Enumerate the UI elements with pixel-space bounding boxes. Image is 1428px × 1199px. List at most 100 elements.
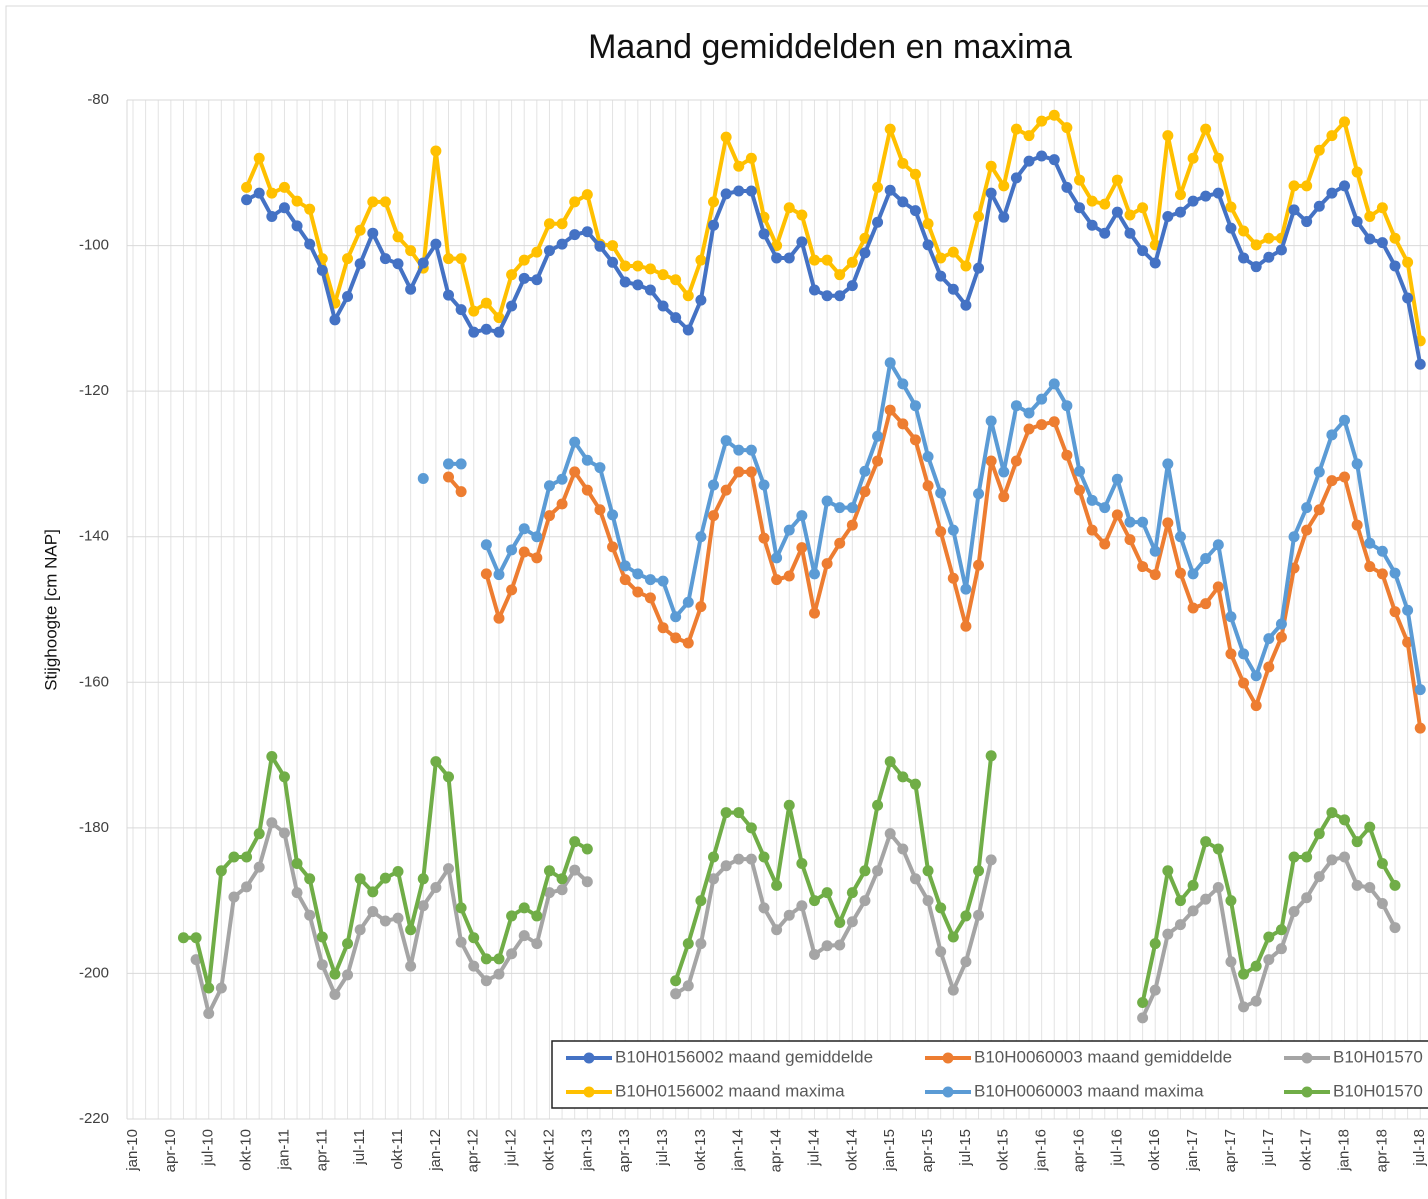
data-point (1124, 516, 1136, 528)
data-point (859, 486, 871, 498)
data-point (909, 873, 921, 885)
data-point (190, 932, 202, 944)
data-point (897, 378, 909, 390)
data-point (1099, 538, 1111, 550)
data-point (632, 279, 644, 291)
data-point (1225, 222, 1237, 234)
data-point (935, 270, 947, 282)
data-point (1137, 516, 1149, 528)
data-point (758, 228, 770, 240)
data-point (1023, 155, 1035, 167)
data-point (493, 312, 505, 324)
data-point (203, 982, 215, 994)
x-tick-label: apr-16 (1070, 1129, 1087, 1172)
data-point (594, 462, 606, 474)
y-tick-label: -120 (79, 382, 109, 399)
data-point (1149, 938, 1161, 950)
data-point (1048, 378, 1060, 390)
data-point (215, 982, 227, 994)
x-tick-label: jan-14 (730, 1129, 747, 1172)
data-point (316, 264, 328, 276)
data-point (405, 283, 417, 295)
data-point (1174, 567, 1186, 579)
data-point (367, 886, 379, 898)
data-point (1263, 232, 1275, 244)
data-point (808, 568, 820, 580)
data-point (783, 909, 795, 921)
x-tick-label: okt-11 (389, 1129, 406, 1170)
legend-label: B10H01570 (1333, 1081, 1423, 1100)
x-tick-label: jul-16 (1108, 1129, 1125, 1167)
data-point (506, 584, 518, 596)
data-point (720, 188, 732, 200)
data-point (241, 851, 253, 863)
data-point (745, 185, 757, 197)
series-line (245, 154, 1423, 365)
data-point (1086, 494, 1098, 506)
data-point (1238, 677, 1250, 689)
legend-swatch-marker (1301, 1052, 1313, 1064)
data-point (796, 510, 808, 522)
data-point (935, 946, 947, 958)
y-tick-label: -100 (79, 237, 109, 254)
data-point (1086, 524, 1098, 536)
data-point (203, 1007, 215, 1019)
data-point (960, 299, 972, 311)
data-point (1225, 648, 1237, 660)
data-point (1225, 956, 1237, 968)
legend-swatch-marker (942, 1052, 954, 1064)
data-point (556, 873, 568, 885)
data-point (304, 238, 316, 250)
data-point (897, 771, 909, 783)
data-point (808, 895, 820, 907)
data-point (569, 196, 581, 208)
data-point (1250, 261, 1262, 273)
data-point (758, 479, 770, 491)
data-point (1263, 661, 1275, 673)
data-point (417, 900, 429, 912)
data-point (720, 484, 732, 496)
data-point (1288, 531, 1300, 543)
data-point (1061, 122, 1073, 134)
data-point (1238, 648, 1250, 660)
data-point (884, 828, 896, 840)
data-point (657, 575, 669, 587)
data-point (342, 291, 354, 303)
data-point (1061, 181, 1073, 193)
data-point (708, 873, 720, 885)
data-point (1010, 455, 1022, 467)
legend-label: B10H0060003 maand gemiddelde (974, 1047, 1232, 1066)
x-tick-label: okt-13 (692, 1129, 709, 1171)
data-point (443, 471, 454, 483)
data-point (253, 828, 265, 840)
data-point (1162, 865, 1174, 877)
data-point (783, 799, 795, 811)
data-point (1313, 144, 1325, 156)
data-point (1288, 851, 1300, 863)
data-point (1313, 200, 1325, 212)
data-point (771, 879, 783, 891)
data-point (278, 181, 290, 193)
data-point (771, 252, 783, 264)
data-point (808, 254, 820, 266)
data-point (506, 269, 518, 281)
data-point (367, 906, 379, 918)
data-point (1174, 895, 1186, 907)
data-point (354, 258, 366, 270)
data-point (922, 218, 934, 230)
data-point (846, 280, 858, 292)
data-point (468, 932, 480, 944)
data-point (670, 988, 682, 1000)
data-point (796, 542, 808, 554)
data-point (771, 552, 783, 564)
y-tick-label: -140 (79, 528, 109, 545)
x-tick-label: jul-13 (654, 1129, 671, 1167)
data-point (1301, 216, 1313, 228)
data-point (758, 902, 770, 914)
data-point (417, 472, 429, 484)
data-point (1389, 232, 1401, 244)
data-point (922, 480, 934, 492)
data-point (783, 202, 795, 214)
data-point (291, 220, 303, 232)
